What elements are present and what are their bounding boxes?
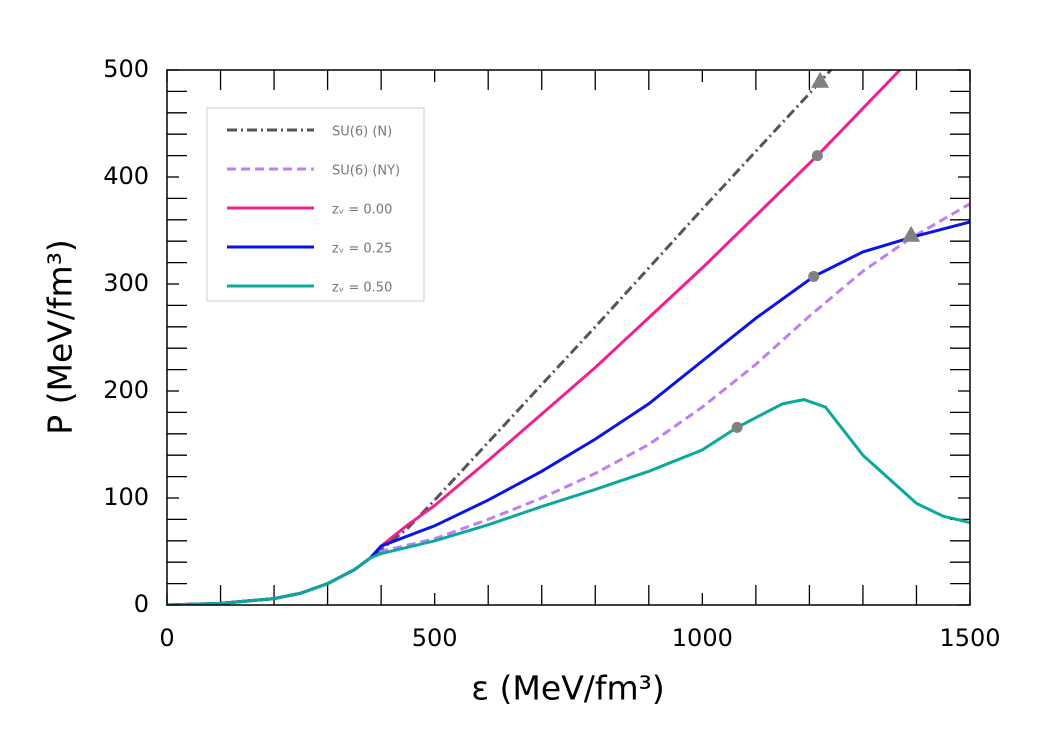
marker-circle xyxy=(731,421,743,433)
x-axis-label: ε (MeV/fm³) xyxy=(471,669,665,708)
legend-label: SU(6) (N) xyxy=(332,125,392,140)
y-tick-label: 500 xyxy=(103,55,149,83)
legend-label: zᵥ = 0.50 xyxy=(332,281,392,296)
series-line xyxy=(167,70,832,605)
series-line xyxy=(167,398,970,605)
x-tick-label: 500 xyxy=(412,624,458,652)
y-tick-label: 200 xyxy=(103,376,149,404)
y-tick-label: 300 xyxy=(103,269,149,297)
x-tick-label: 1000 xyxy=(672,624,733,652)
x-tick-label: 1500 xyxy=(939,624,1000,652)
y-tick-label: 0 xyxy=(134,590,149,618)
y-axis-label: P (MeV/fm³) xyxy=(41,239,80,435)
legend-label: zᵥ = 0.00 xyxy=(332,203,392,218)
y-tick-label: 400 xyxy=(103,162,149,190)
legend-box xyxy=(206,107,425,302)
x-tick-label: 0 xyxy=(159,624,174,652)
legend-label: zᵥ = 0.25 xyxy=(332,242,392,257)
marker-circle xyxy=(808,271,820,283)
marker-circle xyxy=(811,150,823,162)
marker-triangle xyxy=(811,71,830,88)
marker-triangle xyxy=(902,225,921,242)
legend-label: SU(6) (NY) xyxy=(332,164,400,179)
y-tick-label: 100 xyxy=(103,483,149,511)
plot-frame xyxy=(166,69,971,606)
